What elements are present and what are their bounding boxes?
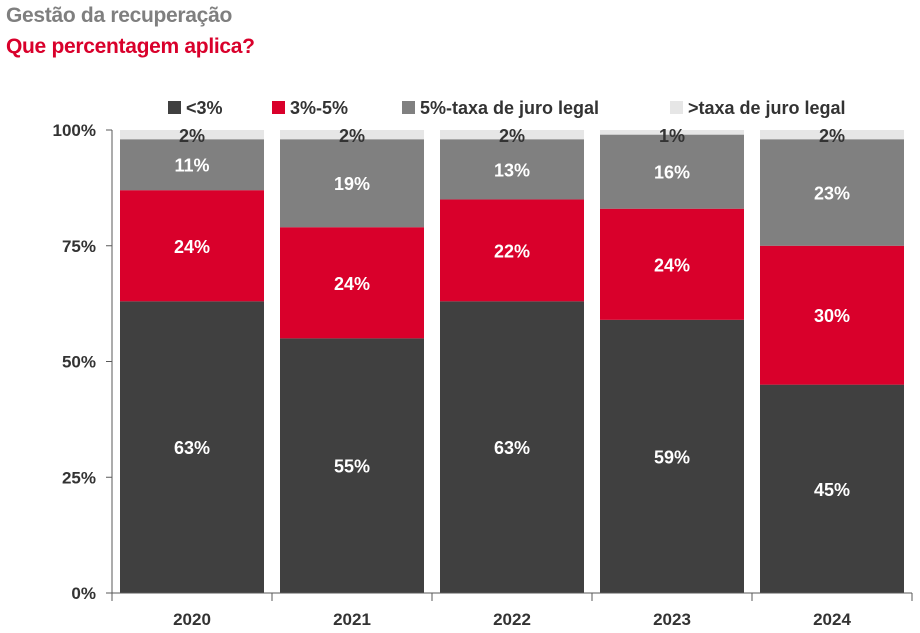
bar-segment-2020-2 — [120, 139, 264, 191]
data-label-2020-2: 11% — [174, 156, 209, 176]
chart-title: Gestão da recuperação — [6, 4, 232, 27]
y-tick-label-0: 0% — [71, 584, 96, 603]
legend: <3% 3%-5% 5%-taxa de juro legal >taxa de ju… — [168, 98, 846, 118]
data-label-2022-0: 63% — [494, 438, 530, 458]
data-label-2022-3: 2% — [499, 126, 525, 146]
axes: 2020 2021 2022 2023 2024 0% 25% 50% 75% 100% — [53, 121, 913, 629]
chart-subtitle: Que percentagem aplica? — [6, 35, 255, 58]
y-tick-label-2: 50% — [62, 353, 96, 372]
bar-segment-2022-2 — [440, 139, 584, 200]
data-label-2020-0: 63% — [174, 438, 210, 458]
data-label-2024-0: 45% — [814, 480, 850, 500]
legend-label-1: 3%-5% — [290, 98, 348, 118]
bar-segment-2024-0 — [760, 384, 904, 593]
data-label-2020-1: 24% — [174, 237, 210, 257]
legend-swatch-3 — [670, 101, 683, 114]
legend-label-0: <3% — [186, 98, 223, 118]
bar-segment-2024-3 — [760, 130, 904, 140]
data-label-2022-1: 22% — [494, 241, 530, 261]
legend-swatch-1 — [272, 101, 285, 114]
bar-segment-2020-1 — [120, 190, 264, 302]
y-tick-label-1: 25% — [62, 468, 96, 487]
bars — [120, 130, 904, 593]
legend-swatch-2 — [402, 101, 415, 114]
bar-segment-2022-3 — [440, 130, 584, 140]
bar-segment-2022-0 — [440, 301, 584, 593]
bar-segment-2020-3 — [120, 130, 264, 140]
data-label-2024-2: 23% — [814, 184, 850, 204]
data-label-2023-3: 1% — [659, 126, 685, 146]
data-label-2024-3: 2% — [819, 126, 845, 146]
x-tick-label-2022: 2022 — [493, 610, 531, 629]
bar-segment-2021-1 — [280, 227, 424, 339]
bar-segment-2020-0 — [120, 301, 264, 593]
data-label-2020-3: 2% — [179, 126, 205, 146]
legend-label-2: 5%-taxa de juro legal — [420, 98, 599, 118]
data-label-2021-3: 2% — [339, 126, 365, 146]
data-label-2024-1: 30% — [814, 306, 850, 326]
data-label-2023-0: 59% — [654, 447, 690, 467]
data-label-2021-1: 24% — [334, 274, 370, 294]
bar-segment-2023-1 — [600, 208, 744, 320]
data-label-2023-1: 24% — [654, 255, 690, 275]
x-tick-label-2021: 2021 — [333, 610, 371, 629]
legend-label-3: >taxa de juro legal — [688, 98, 846, 118]
data-labels: 63% 24% 11% 2% 55% 24% 19% 2% 63% 22% 13% 2% 59% 24% 1… — [174, 126, 850, 500]
bar-segment-2023-0 — [600, 319, 744, 593]
y-tick-label-4: 100% — [53, 121, 96, 140]
bar-segment-2024-1 — [760, 245, 904, 385]
y-tick-label-3: 75% — [62, 237, 96, 256]
data-label-2023-2: 16% — [654, 163, 690, 183]
bar-segment-2022-1 — [440, 199, 584, 302]
bar-segment-2021-0 — [280, 338, 424, 593]
data-label-2022-2: 13% — [494, 160, 530, 180]
bar-segment-2021-2 — [280, 139, 424, 228]
data-label-2021-2: 19% — [334, 174, 370, 194]
legend-swatch-0 — [168, 101, 181, 114]
bar-segment-2023-2 — [600, 134, 744, 209]
bar-segment-2023-3 — [600, 130, 744, 135]
x-tick-label-2020: 2020 — [173, 610, 211, 629]
bar-segment-2021-3 — [280, 130, 424, 140]
bar-segment-2024-2 — [760, 139, 904, 246]
data-label-2021-0: 55% — [334, 457, 370, 477]
x-tick-label-2023: 2023 — [653, 610, 691, 629]
x-tick-label-2024: 2024 — [813, 610, 851, 629]
